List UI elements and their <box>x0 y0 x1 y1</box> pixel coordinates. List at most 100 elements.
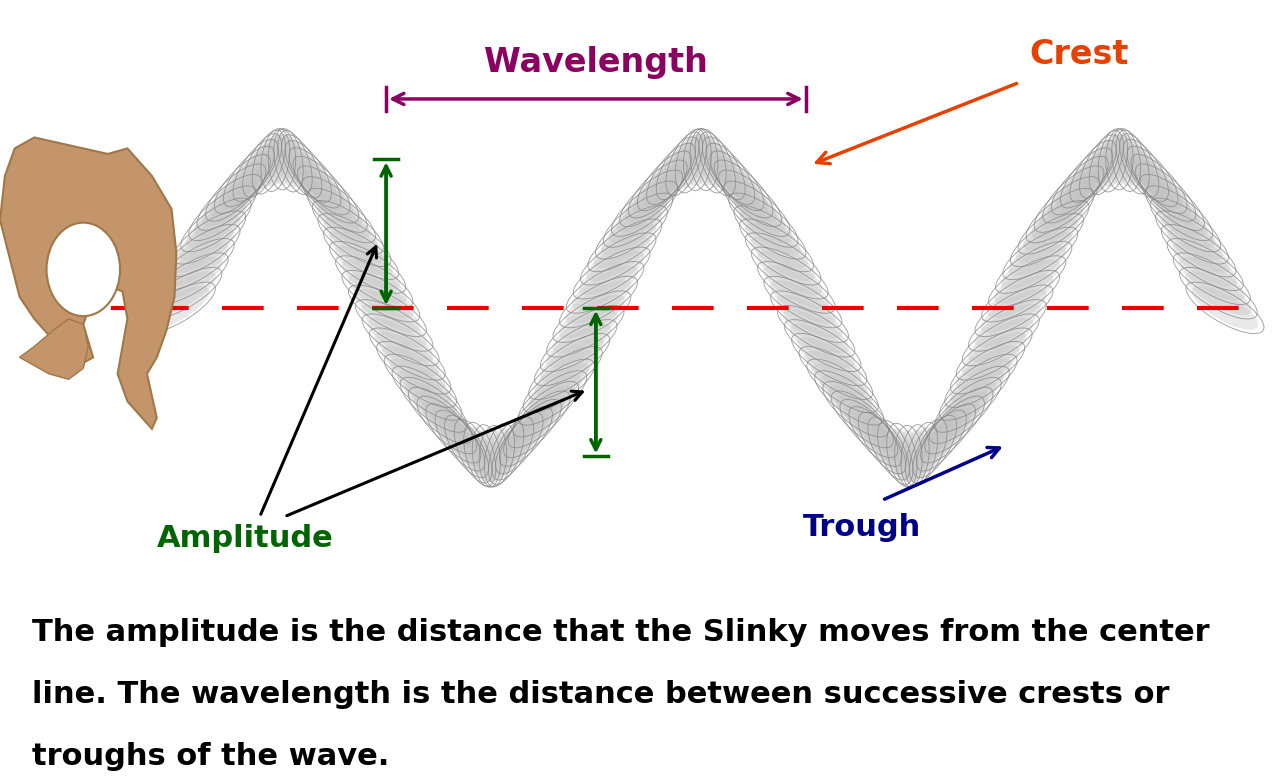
Ellipse shape <box>227 151 270 202</box>
Ellipse shape <box>769 280 836 324</box>
Ellipse shape <box>1047 170 1099 219</box>
Ellipse shape <box>559 294 626 339</box>
Ellipse shape <box>524 375 581 421</box>
Ellipse shape <box>1185 271 1251 315</box>
Ellipse shape <box>975 304 1041 347</box>
Ellipse shape <box>1015 218 1078 263</box>
Text: troughs of the wave.: troughs of the wave. <box>32 742 390 771</box>
Ellipse shape <box>763 266 829 309</box>
Ellipse shape <box>375 332 440 376</box>
Ellipse shape <box>293 152 338 204</box>
Ellipse shape <box>390 358 451 403</box>
Ellipse shape <box>246 138 279 193</box>
Ellipse shape <box>962 332 1027 376</box>
Ellipse shape <box>237 144 275 197</box>
Ellipse shape <box>805 350 868 395</box>
Ellipse shape <box>219 159 266 209</box>
Ellipse shape <box>264 134 288 186</box>
Ellipse shape <box>270 134 293 185</box>
Ellipse shape <box>487 428 512 482</box>
Ellipse shape <box>164 242 228 287</box>
Ellipse shape <box>784 309 848 354</box>
Ellipse shape <box>1126 144 1164 197</box>
Ellipse shape <box>713 155 761 206</box>
Ellipse shape <box>302 170 354 219</box>
Ellipse shape <box>201 179 256 226</box>
Ellipse shape <box>580 251 645 295</box>
Ellipse shape <box>820 375 878 421</box>
Ellipse shape <box>529 363 590 409</box>
Ellipse shape <box>474 430 498 483</box>
Ellipse shape <box>572 266 638 309</box>
Ellipse shape <box>968 318 1033 362</box>
Text: The amplitude is the distance that the Slinky moves from the center: The amplitude is the distance that the S… <box>32 618 1209 646</box>
Ellipse shape <box>517 385 573 433</box>
Ellipse shape <box>186 202 246 248</box>
Ellipse shape <box>812 363 873 409</box>
Ellipse shape <box>422 400 473 449</box>
Ellipse shape <box>1056 161 1105 211</box>
Ellipse shape <box>466 427 493 482</box>
Ellipse shape <box>586 237 651 281</box>
Ellipse shape <box>745 223 808 268</box>
Ellipse shape <box>836 395 889 444</box>
Ellipse shape <box>482 430 505 483</box>
Ellipse shape <box>368 318 433 362</box>
Ellipse shape <box>566 280 632 324</box>
Ellipse shape <box>934 392 989 439</box>
Ellipse shape <box>1064 152 1108 204</box>
Ellipse shape <box>1092 135 1121 190</box>
Ellipse shape <box>609 197 668 243</box>
Ellipse shape <box>1031 192 1089 239</box>
Ellipse shape <box>1178 256 1245 301</box>
Ellipse shape <box>790 323 855 368</box>
Ellipse shape <box>719 165 768 214</box>
Ellipse shape <box>171 228 234 273</box>
Ellipse shape <box>678 134 705 188</box>
Ellipse shape <box>312 192 371 239</box>
Ellipse shape <box>329 231 392 276</box>
Ellipse shape <box>503 411 549 462</box>
Ellipse shape <box>317 204 378 250</box>
Ellipse shape <box>617 185 673 232</box>
Ellipse shape <box>194 190 251 236</box>
Ellipse shape <box>697 134 724 188</box>
Ellipse shape <box>903 430 927 483</box>
Ellipse shape <box>594 223 656 268</box>
Ellipse shape <box>1023 204 1084 250</box>
Ellipse shape <box>987 274 1054 318</box>
Ellipse shape <box>1009 231 1073 276</box>
Ellipse shape <box>706 141 741 195</box>
Ellipse shape <box>255 135 283 190</box>
Ellipse shape <box>929 400 980 449</box>
Ellipse shape <box>431 408 476 458</box>
Ellipse shape <box>1122 138 1156 193</box>
Ellipse shape <box>889 428 915 482</box>
Ellipse shape <box>1156 202 1215 248</box>
Ellipse shape <box>650 148 692 200</box>
Ellipse shape <box>405 382 462 428</box>
Ellipse shape <box>382 345 446 390</box>
Ellipse shape <box>994 260 1060 304</box>
Ellipse shape <box>724 174 777 222</box>
Ellipse shape <box>496 422 530 476</box>
Ellipse shape <box>1113 134 1138 186</box>
Ellipse shape <box>776 294 842 339</box>
Ellipse shape <box>1083 139 1117 193</box>
Ellipse shape <box>710 148 752 200</box>
Ellipse shape <box>916 420 953 473</box>
Ellipse shape <box>624 174 678 222</box>
Ellipse shape <box>750 237 815 281</box>
Ellipse shape <box>540 337 604 382</box>
Ellipse shape <box>1150 190 1208 236</box>
Ellipse shape <box>534 350 596 395</box>
Ellipse shape <box>354 289 420 333</box>
Ellipse shape <box>1040 181 1094 228</box>
Ellipse shape <box>1101 134 1125 187</box>
Ellipse shape <box>739 210 800 255</box>
Ellipse shape <box>1119 135 1147 190</box>
Ellipse shape <box>660 141 696 195</box>
Ellipse shape <box>448 420 485 473</box>
Polygon shape <box>0 138 176 429</box>
Ellipse shape <box>1131 151 1175 202</box>
